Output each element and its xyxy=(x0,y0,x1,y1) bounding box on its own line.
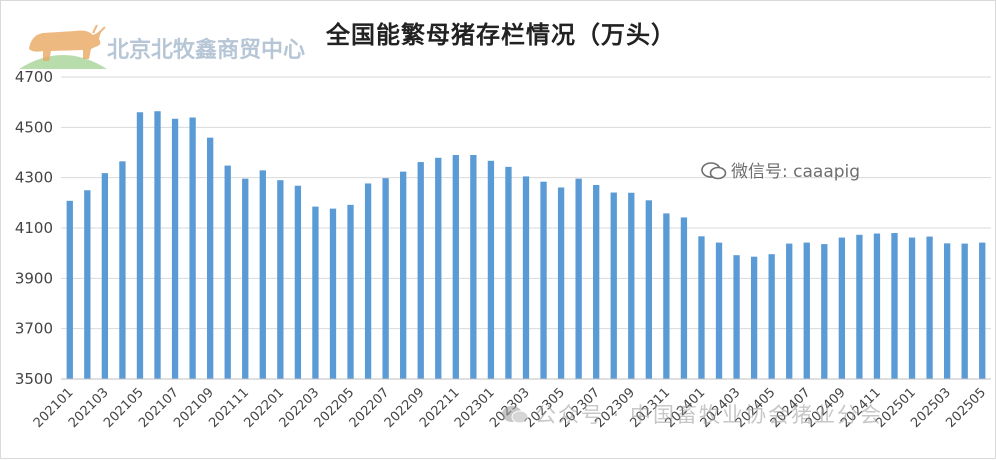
bar-202208 xyxy=(400,171,407,379)
bar-202112 xyxy=(259,170,266,379)
wechat-watermark: 微信号: caaapig xyxy=(701,157,860,182)
bar-202203 xyxy=(312,206,319,379)
bar-202310 xyxy=(645,200,652,379)
bar-202302 xyxy=(505,166,512,379)
bar-202108 xyxy=(189,117,196,379)
y-tick-label: 4100 xyxy=(15,219,53,237)
bar-202110 xyxy=(224,165,231,379)
bar-202404 xyxy=(750,256,758,379)
bar-202106 xyxy=(154,111,161,379)
brand-watermark: 北京北牧鑫商贸中心 xyxy=(107,38,306,63)
bar-202405 xyxy=(768,254,775,379)
bar-202505 xyxy=(979,242,986,379)
bar-202211 xyxy=(452,155,459,379)
bar-202111 xyxy=(242,178,249,379)
y-tick-label: 3500 xyxy=(15,370,53,388)
bar-202501 xyxy=(908,237,916,379)
wechat-icon xyxy=(501,405,529,425)
bar-202104 xyxy=(119,161,126,379)
official-account-watermark: 公众号 · 中国畜牧业协会猪业分会 xyxy=(501,399,883,429)
bar-202107 xyxy=(171,118,179,379)
y-axis-ticks: 3500 3700 3900 4100 4300 4500 4700 xyxy=(15,68,53,388)
bar-202303 xyxy=(522,176,530,379)
bar-202412 xyxy=(891,233,898,379)
bar-202407 xyxy=(803,242,810,379)
bar-series xyxy=(66,111,986,379)
bar-202502 xyxy=(926,236,933,379)
bar-202411 xyxy=(873,233,881,379)
bar-202409 xyxy=(838,237,846,379)
bar-202210 xyxy=(435,157,442,379)
wechat-icon xyxy=(701,162,727,180)
bar-202204 xyxy=(329,208,337,379)
y-tick-label: 4300 xyxy=(15,169,53,187)
bar-202410 xyxy=(856,234,863,379)
bar-202301 xyxy=(487,160,495,379)
y-tick-label: 4700 xyxy=(15,68,53,86)
cow-logo-watermark xyxy=(17,19,109,75)
bar-202309 xyxy=(628,192,635,379)
wechat-id-text: 微信号: caaapig xyxy=(731,162,861,182)
bar-202103 xyxy=(101,173,109,379)
bar-202101 xyxy=(66,200,73,379)
bar-202504 xyxy=(961,243,968,379)
bar-202205 xyxy=(347,204,354,379)
bar-202311 xyxy=(663,213,670,379)
bar-202306 xyxy=(575,178,582,379)
y-tick-label: 3700 xyxy=(15,320,53,338)
bar-202402 xyxy=(715,242,723,379)
bar-202209 xyxy=(417,162,424,379)
bar-202307 xyxy=(593,184,600,379)
bar-202201 xyxy=(277,180,284,379)
official-account-text: 公众号 · 中国畜牧业协会猪业分会 xyxy=(535,403,884,427)
bar-202406 xyxy=(786,243,793,379)
bar-202206 xyxy=(364,183,372,379)
bar-202102 xyxy=(84,190,91,379)
bar-202408 xyxy=(821,244,828,379)
bar-202305 xyxy=(557,187,565,379)
bar-202401 xyxy=(698,236,705,379)
bar-202207 xyxy=(382,178,389,379)
y-tick-label: 4500 xyxy=(15,118,53,136)
bar-202212 xyxy=(470,155,477,379)
bar-202202 xyxy=(294,185,302,379)
bar-202304 xyxy=(540,181,547,379)
chart-title: 全国能繁母猪存栏情况（万头） xyxy=(326,21,676,49)
bar-202109 xyxy=(206,137,214,379)
y-tick-label: 3900 xyxy=(15,269,53,287)
bar-202503 xyxy=(943,243,951,379)
bar-202312 xyxy=(680,217,688,379)
bar-202308 xyxy=(610,192,617,379)
bar-202403 xyxy=(733,255,740,379)
bar-202105 xyxy=(136,112,144,379)
